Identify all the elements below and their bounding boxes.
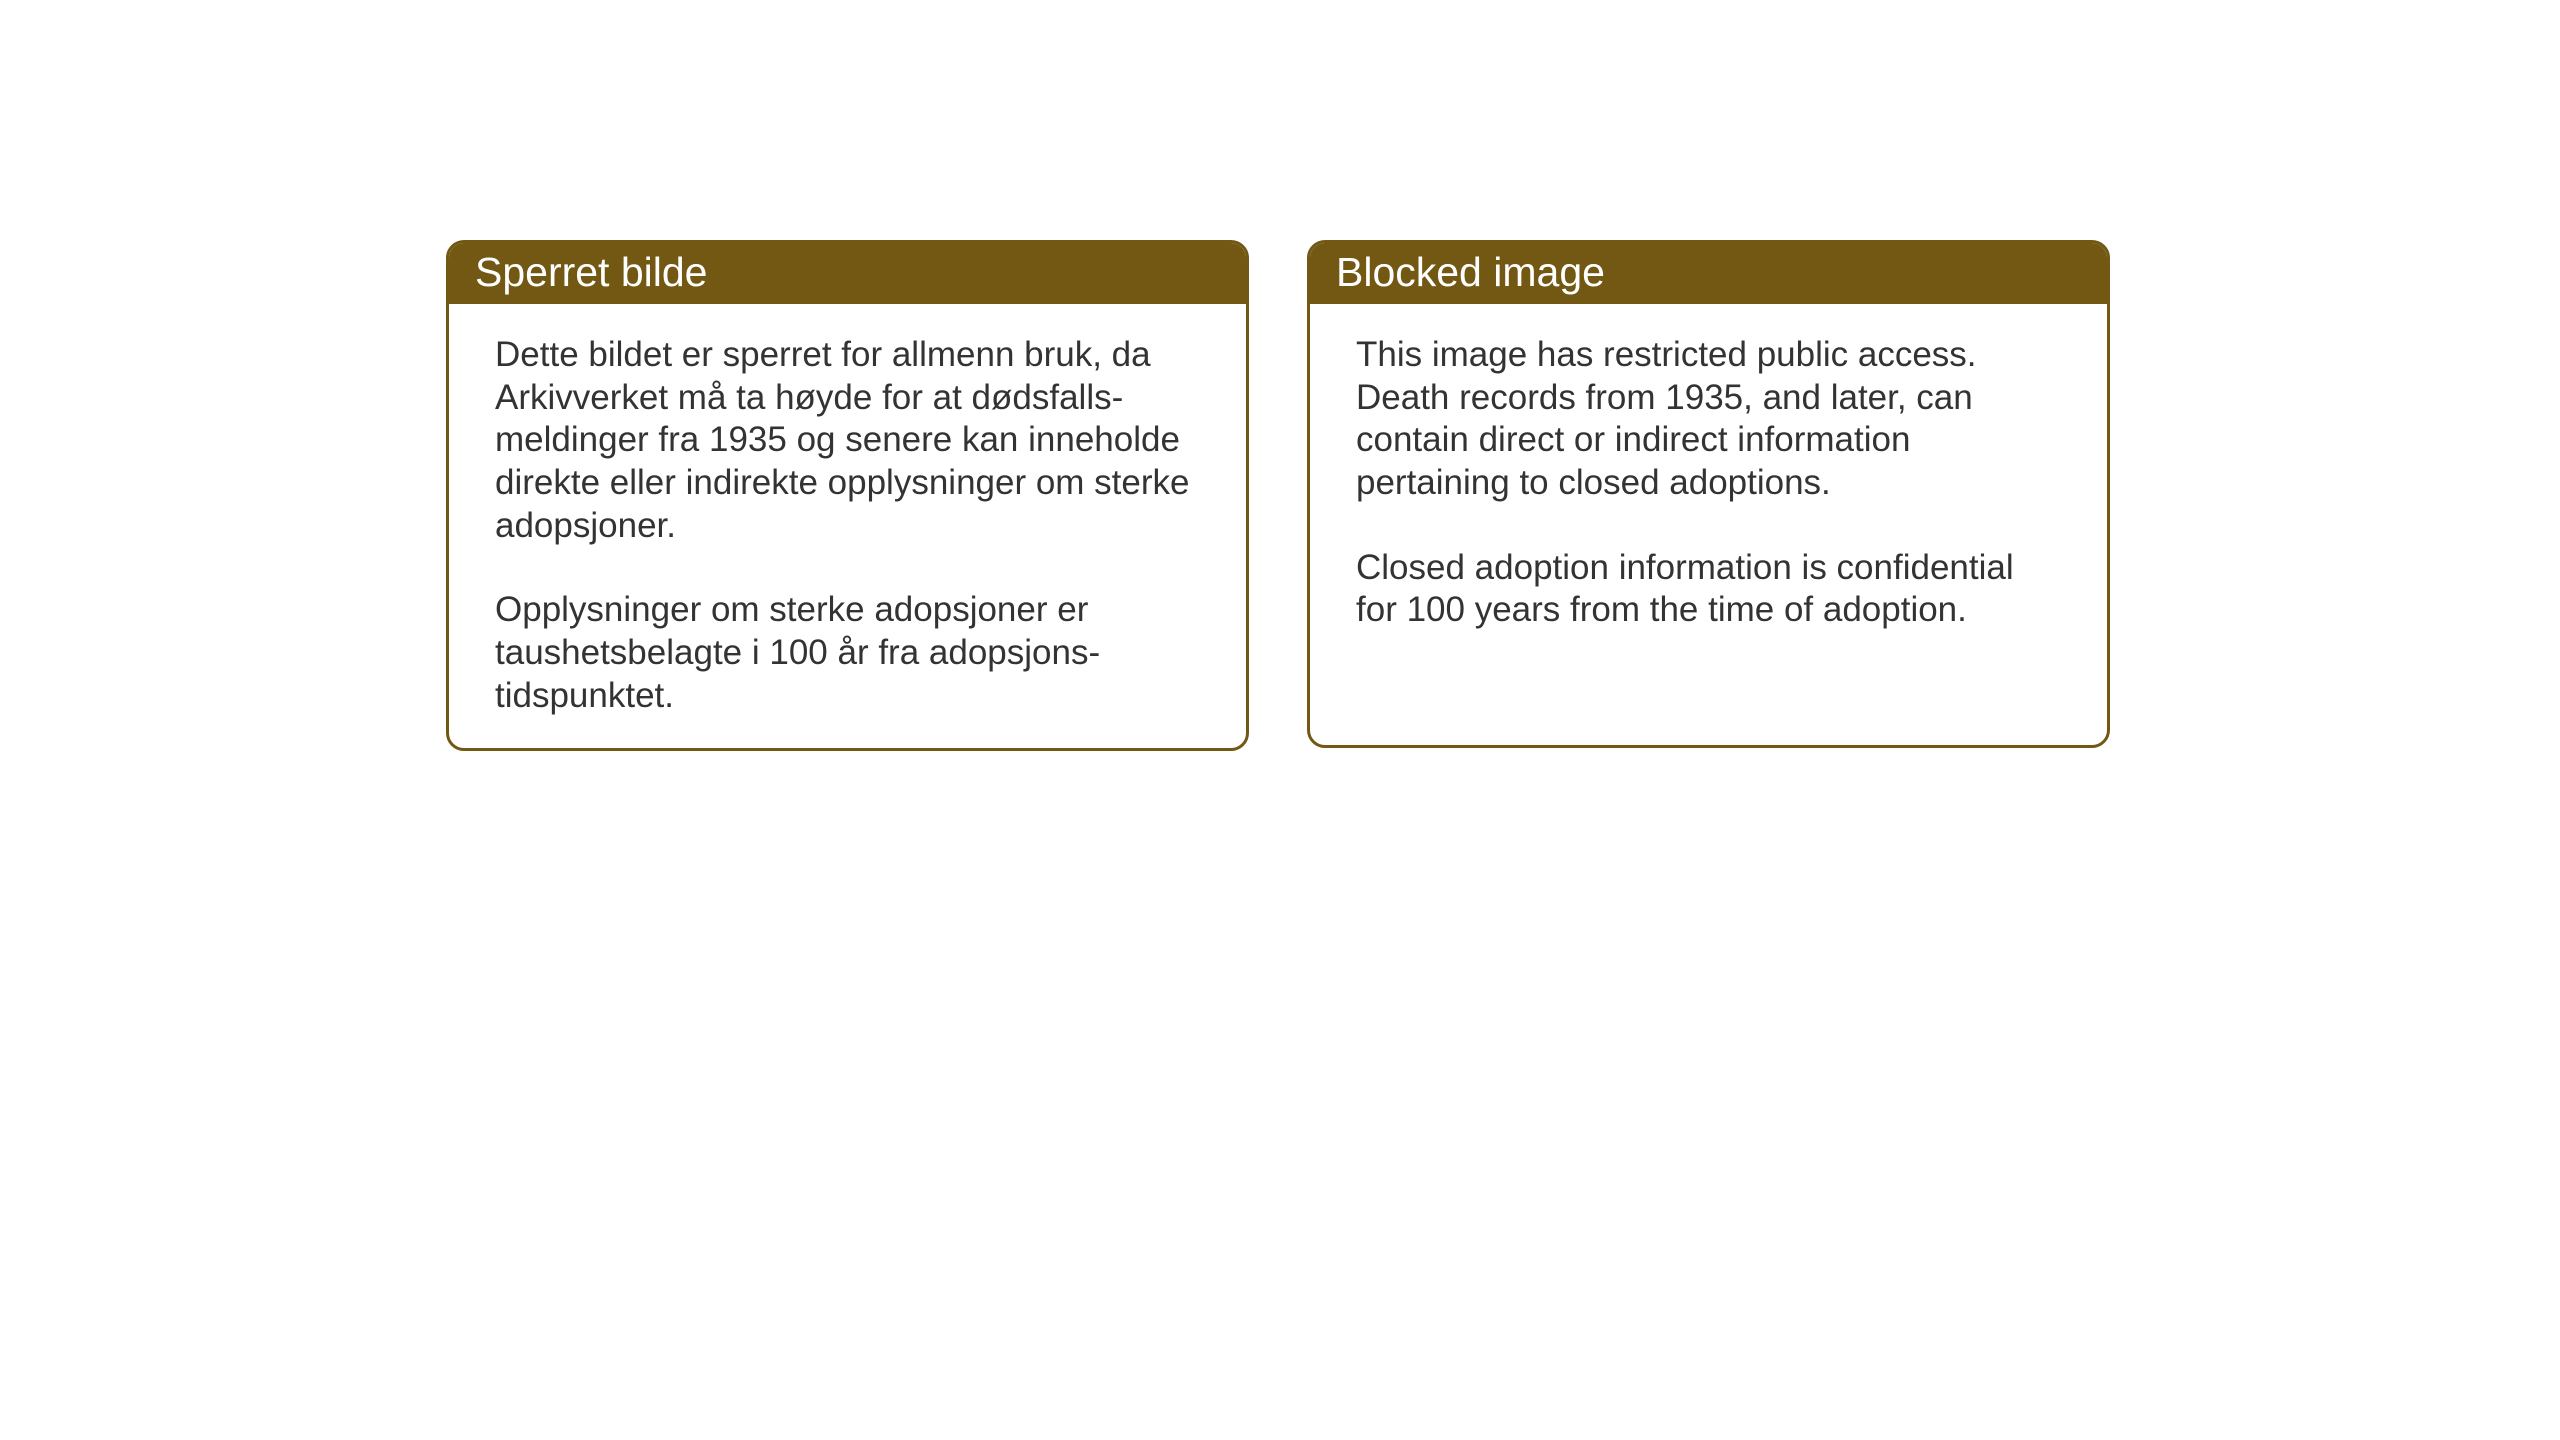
card-header-english: Blocked image (1310, 243, 2107, 304)
card-paragraph: Closed adoption information is confident… (1356, 547, 2061, 632)
card-body-norwegian: Dette bildet er sperret for allmenn bruk… (449, 304, 1246, 748)
card-paragraph: This image has restricted public access.… (1356, 334, 2061, 505)
card-norwegian: Sperret bilde Dette bildet er sperret fo… (446, 240, 1249, 751)
cards-container: Sperret bilde Dette bildet er sperret fo… (446, 240, 2110, 751)
card-header-norwegian: Sperret bilde (449, 243, 1246, 304)
card-body-english: This image has restricted public access.… (1310, 304, 2107, 662)
card-paragraph: Opplysninger om sterke adopsjoner er tau… (495, 589, 1200, 717)
card-paragraph: Dette bildet er sperret for allmenn bruk… (495, 334, 1200, 547)
card-english: Blocked image This image has restricted … (1307, 240, 2110, 748)
